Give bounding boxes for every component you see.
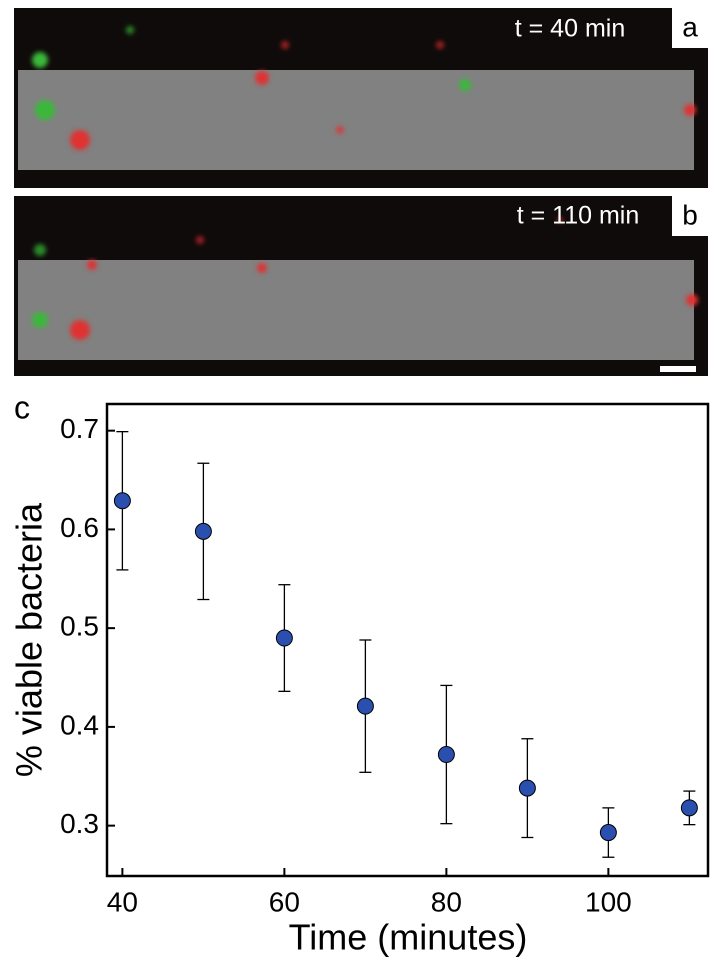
y-tick-label: 0.3 bbox=[60, 808, 99, 839]
data-point bbox=[275, 629, 293, 647]
panel-label: c bbox=[14, 389, 30, 425]
time-caption: t = 40 min bbox=[515, 15, 625, 43]
y-tick-label: 0.7 bbox=[60, 413, 99, 444]
data-point bbox=[680, 799, 698, 817]
panel-label: b bbox=[682, 199, 698, 230]
plot-frame bbox=[105, 402, 710, 878]
data-point bbox=[437, 746, 455, 764]
x-tick-label: 80 bbox=[431, 886, 462, 917]
data-point bbox=[194, 522, 212, 540]
time-caption: t = 110 min bbox=[517, 202, 640, 230]
y-axis-label: % viable bacteria bbox=[9, 502, 50, 777]
x-tick-label: 60 bbox=[269, 886, 300, 917]
scale-bar bbox=[660, 366, 696, 372]
data-point bbox=[356, 697, 374, 715]
data-point bbox=[518, 779, 536, 797]
y-tick-label: 0.4 bbox=[60, 709, 99, 740]
panel-label: a bbox=[682, 11, 698, 42]
x-axis-label: Time (minutes) bbox=[289, 917, 528, 958]
x-tick-label: 40 bbox=[107, 886, 138, 917]
y-tick-label: 0.6 bbox=[60, 512, 99, 543]
data-point bbox=[599, 824, 617, 842]
y-tick-label: 0.5 bbox=[60, 611, 99, 642]
x-tick-label: 100 bbox=[585, 886, 632, 917]
micrograph-b: t = 110 min b bbox=[14, 196, 708, 376]
data-point bbox=[113, 492, 131, 510]
micrograph-a: t = 40 min a bbox=[14, 8, 708, 188]
